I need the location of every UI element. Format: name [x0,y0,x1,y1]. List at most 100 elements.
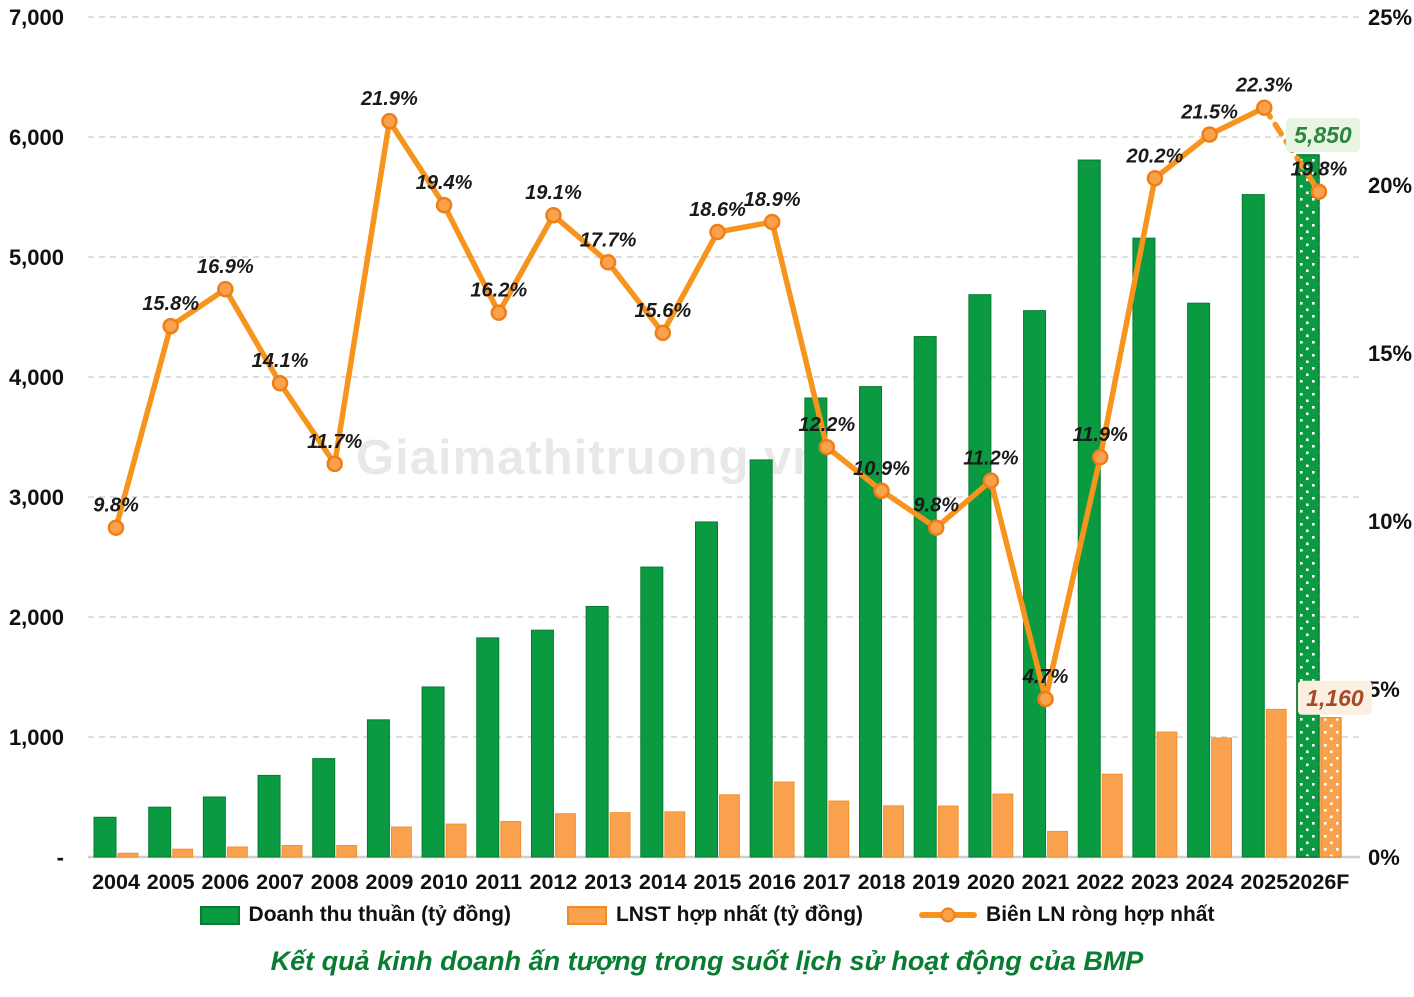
margin-point [1310,183,1328,200]
svg-text:20%: 20% [1368,173,1412,198]
watermark: Giaimathitruong.vn [356,431,824,485]
svg-text:2021: 2021 [1022,870,1070,894]
svg-text:2023: 2023 [1131,870,1179,894]
revenue-bar [202,796,226,858]
profit-bar [773,781,795,858]
svg-text:9.8%: 9.8% [93,495,139,517]
revenue-bar [312,758,336,858]
annotation-revenue: 5,850 [1285,118,1360,152]
legend-label-margin: Biên LN ròng hợp nhất [986,903,1215,926]
margin-point [1037,690,1054,708]
svg-text:18.9%: 18.9% [744,189,801,211]
bars-revenue [93,154,1320,858]
svg-text:2006: 2006 [201,870,249,894]
profit-bar [1320,717,1342,858]
svg-text:10%: 10% [1368,509,1412,534]
profit-bar [555,813,576,858]
revenue-bar [1241,194,1265,858]
legend-item-profit: LNST hợp nhất (tỷ đồng) [566,903,863,927]
svg-text:11.9%: 11.9% [1073,424,1128,446]
svg-text:19.4%: 19.4% [416,172,473,194]
legend-item-revenue: Doanh thu thuần (tỷ đồng) [199,903,511,927]
chart-title: Kết quả kinh doanh ấn tượng trong suốt l… [270,946,1144,976]
margin-point [818,438,836,456]
svg-text:2010: 2010 [420,870,468,894]
revenue-bar [859,386,883,858]
margin-point [1091,448,1109,466]
revenue-bar [421,686,445,858]
margin-line [107,99,1328,708]
svg-text:18.6%: 18.6% [689,199,746,221]
percent-labels: 9.8% 15.8% 16.9% 14.1% 11.7% 21.9% 19.4% 16.2% 1… [93,75,1347,688]
svg-text:2017: 2017 [803,870,851,894]
profit-bar [172,848,194,858]
svg-text:21.9%: 21.9% [360,88,418,110]
svg-text:2004: 2004 [92,870,140,894]
legend: Doanh thu thuần (tỷ đồng) LNST hợp nhất … [0,903,1414,927]
svg-text:2014: 2014 [639,870,687,894]
profit-bar [1265,708,1287,858]
svg-text:5,850: 5,850 [1294,122,1352,148]
svg-text:5,000: 5,000 [9,245,64,270]
svg-text:2019: 2019 [912,870,960,894]
svg-text:19.8%: 19.8% [1291,159,1348,181]
svg-text:11.2%: 11.2% [963,448,1018,470]
margin-point [654,324,672,342]
svg-text:25%: 25% [1368,5,1412,30]
profit-bar [719,794,740,858]
svg-text:17.7%: 17.7% [580,229,637,251]
svg-text:19.1%: 19.1% [525,182,582,204]
profit-bar [828,800,850,858]
profit-bar [992,793,1014,858]
margin-point [927,519,945,536]
margin-point [1256,99,1273,116]
svg-text:12.2%: 12.2% [798,414,855,436]
svg-text:6,000: 6,000 [9,125,64,150]
revenue-bar [749,459,773,858]
svg-text:2012: 2012 [530,870,578,894]
svg-text:15.6%: 15.6% [634,300,691,322]
revenue-bar [1296,154,1320,858]
svg-text:21.5%: 21.5% [1180,102,1238,124]
svg-text:2022: 2022 [1076,870,1124,894]
profit-bar [500,821,522,858]
svg-text:2007: 2007 [256,870,304,894]
legend-item-margin: Biên LN ròng hợp nhất [919,903,1214,927]
svg-text:22.3%: 22.3% [1235,75,1293,97]
svg-text:2,000: 2,000 [9,605,64,630]
profit-bar [281,845,303,858]
profit-bar [937,805,959,858]
svg-text:2026F: 2026F [1288,870,1349,894]
revenue-bar [968,294,992,858]
profit-bar [664,811,686,858]
svg-text:16.2%: 16.2% [470,280,527,302]
svg-text:5%: 5% [1368,677,1400,702]
gridlines [88,16,1360,859]
profit-bar [883,805,904,858]
revenue-bar [804,397,828,858]
margin-line-icon [919,907,978,923]
profit-swatch-icon [566,905,607,925]
svg-text:4.7%: 4.7% [1022,666,1069,688]
svg-text:11.7%: 11.7% [307,431,362,453]
revenue-bar [476,637,500,858]
margin-point [873,482,890,500]
margin-point [381,112,398,130]
svg-text:16.9%: 16.9% [197,256,254,278]
svg-text:2015: 2015 [694,870,742,894]
svg-text:2013: 2013 [584,870,632,894]
margin-point [326,455,343,473]
legend-label-revenue: Doanh thu thuần (tỷ đồng) [248,903,511,926]
profit-bar [1156,731,1178,858]
margin-point [709,223,726,241]
svg-text:2016: 2016 [748,870,796,894]
profit-bar [390,826,412,858]
margin-point [545,206,562,224]
annotation-profit: 1,160 [1297,680,1372,715]
revenue-swatch-icon [199,905,240,925]
svg-text:20.2%: 20.2% [1126,145,1184,167]
svg-text:2005: 2005 [147,870,195,894]
svg-text:2020: 2020 [967,870,1015,894]
svg-text:1,000: 1,000 [9,725,64,750]
bars-profit [117,708,1342,858]
